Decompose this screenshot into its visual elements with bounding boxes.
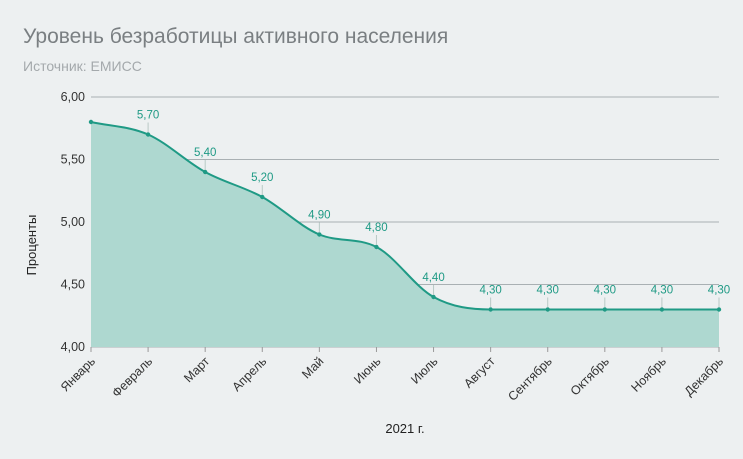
data-label: 4,30 <box>708 285 730 297</box>
y-tick-label: 5,50 <box>61 153 85 167</box>
area-fill <box>91 122 719 347</box>
x-tick-label: Декабрь <box>682 354 726 398</box>
x-tick-label: Март <box>181 354 212 385</box>
data-point <box>716 307 722 312</box>
data-point <box>602 307 608 312</box>
data-label: 4,40 <box>422 272 444 284</box>
data-label: 4,90 <box>308 210 330 222</box>
y-tick-label: 4,50 <box>61 278 85 292</box>
data-point <box>659 307 665 312</box>
data-label: 4,30 <box>651 285 673 297</box>
data-point <box>88 119 94 125</box>
x-tick-label: Июль <box>408 354 440 386</box>
data-point <box>202 169 208 175</box>
y-tick-label: 4,00 <box>61 340 85 354</box>
x-tick-label: Февраль <box>109 354 155 400</box>
y-axis-ticks: 4,00 4,50 5,00 5,50 6,00 <box>61 90 85 354</box>
chart-title: Уровень безработицы активного населения <box>23 25 449 48</box>
data-point <box>488 307 493 312</box>
x-tick-label: Январь <box>58 354 98 394</box>
x-tick-label: Октябрь <box>568 354 612 398</box>
x-tick-label: Август <box>461 354 498 391</box>
x-axis-title: 2021 г. <box>385 421 424 436</box>
data-label: 5,40 <box>194 147 216 159</box>
data-label: 5,20 <box>251 172 273 184</box>
chart-subtitle: Источник: ЕМИСС <box>23 58 142 74</box>
x-tick-label: Сентябрь <box>505 354 554 403</box>
data-label: 5,70 <box>137 110 159 122</box>
data-point <box>374 244 379 250</box>
x-tick-label: Ноябрь <box>628 354 669 395</box>
x-tick-label: Июнь <box>351 354 383 386</box>
x-tick-label: Май <box>299 354 326 381</box>
data-point <box>431 294 436 300</box>
y-tick-label: 5,00 <box>61 215 85 229</box>
data-labels: 5,70 5,40 5,20 4,90 4,80 4,40 4,30 4,30 4,30 4,30… <box>137 110 730 308</box>
data-label: 4,30 <box>594 285 616 297</box>
data-point <box>145 132 151 137</box>
data-label: 4,30 <box>537 285 559 297</box>
data-points <box>88 119 722 312</box>
x-axis-ticks: Январь Февраль Март Апрель Май Июнь Июль Август… <box>58 347 726 404</box>
y-axis-title: Проценты <box>24 215 39 276</box>
x-tick-label: Апрель <box>230 354 270 394</box>
data-label: 4,80 <box>365 222 387 234</box>
data-point <box>260 194 265 200</box>
data-label: 4,30 <box>479 285 501 297</box>
data-point <box>545 307 550 312</box>
y-tick-label: 6,00 <box>61 90 85 104</box>
data-point <box>317 232 322 237</box>
